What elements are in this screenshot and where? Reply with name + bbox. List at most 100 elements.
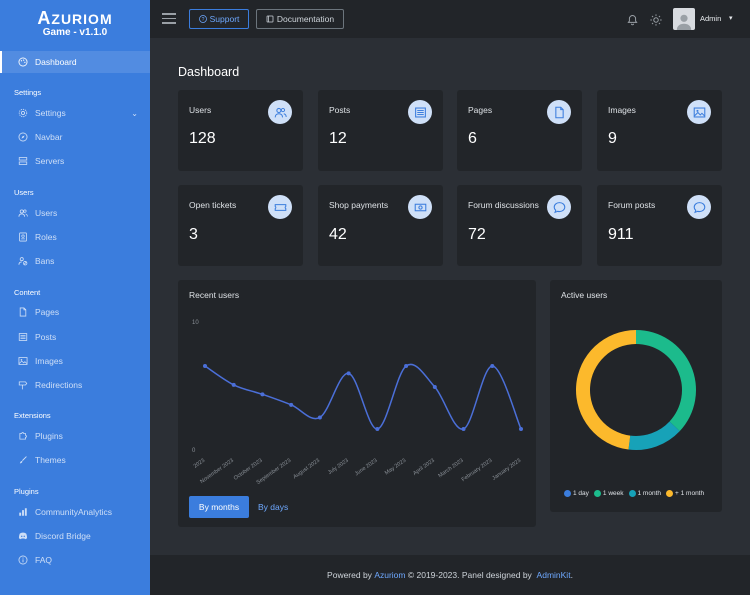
x-tick-label: May 2023 — [384, 458, 407, 477]
sidebar-item-label: Themes — [35, 455, 66, 465]
stat-label: Shop payments — [329, 200, 389, 210]
legend-swatch — [564, 490, 571, 497]
sidebar-item-label: Servers — [35, 156, 65, 166]
sidebar-item-label: Redirections — [35, 380, 83, 390]
sidebar-item-communityanalytics[interactable]: CommunityAnalytics — [0, 501, 150, 523]
line-point[interactable] — [260, 392, 265, 397]
svg-text:?: ? — [201, 17, 204, 23]
sidebar-item-faq[interactable]: FAQ — [0, 549, 150, 571]
signpost-icon — [18, 380, 28, 390]
info-circle-icon — [18, 555, 28, 565]
stat-card-pages: Pages 6 — [457, 90, 582, 171]
stat-label: Open tickets — [189, 200, 237, 210]
legend-item[interactable]: + 1 month — [666, 490, 704, 497]
compass-icon — [18, 132, 28, 142]
legend-item[interactable]: 1 week — [593, 490, 624, 497]
stat-value: 42 — [329, 226, 347, 243]
stat-value: 12 — [329, 130, 347, 147]
sidebar-item-label: Posts — [35, 332, 57, 342]
y-tick-label: 0 — [192, 448, 196, 454]
sidebar-item-posts[interactable]: Posts — [0, 326, 150, 348]
bell-icon[interactable] — [627, 13, 638, 26]
file-icon — [547, 100, 571, 124]
donut-slice-1-week[interactable] — [636, 330, 696, 432]
sidebar-item-label: Pages — [35, 307, 60, 317]
sidebar-item-navbar[interactable]: Navbar — [0, 126, 150, 148]
line-point[interactable] — [317, 415, 322, 420]
footer-prefix: Powered by — [327, 570, 372, 580]
x-tick-label: July 2023 — [327, 458, 350, 476]
sidebar-item-settings[interactable]: Settings ⌄ — [0, 102, 150, 124]
question-circle-icon: ? — [198, 15, 207, 23]
line-point[interactable] — [490, 364, 495, 368]
avatar[interactable] — [673, 8, 695, 30]
line-point[interactable] — [404, 364, 409, 368]
legend-item[interactable]: 1 day — [564, 490, 589, 497]
legend-item[interactable]: 1 month — [628, 490, 662, 497]
support-button[interactable]: ? Support — [189, 9, 249, 29]
sidebar-header-content: Content — [14, 288, 41, 297]
sidebar-item-pages[interactable]: Pages — [0, 301, 150, 323]
line-point[interactable] — [346, 371, 351, 376]
sidebar-item-roles[interactable]: Roles — [0, 226, 150, 248]
stat-value: 6 — [468, 130, 477, 147]
chevron-down-icon[interactable]: ▾ — [729, 15, 733, 22]
donut-slice--1-month[interactable] — [575, 330, 636, 450]
sidebar-item-discord-bridge[interactable]: Discord Bridge — [0, 525, 150, 547]
legend-label: 1 month — [637, 490, 662, 497]
recent-users-title: Recent users — [189, 290, 240, 300]
sidebar-item-label: Settings — [35, 108, 66, 118]
legend-label: + 1 month — [675, 490, 705, 497]
azuriom-link[interactable]: Azuriom — [374, 570, 406, 580]
line-point[interactable] — [203, 364, 207, 368]
user-ban-icon — [18, 256, 28, 266]
line-point[interactable] — [289, 402, 294, 407]
sidebar-item-themes[interactable]: Themes — [0, 449, 150, 471]
by-days-button[interactable]: By days — [258, 502, 289, 512]
sidebar-item-label: Users — [35, 208, 58, 218]
topbar: ? Support Documentation Admin ▾ — [150, 0, 750, 38]
legend-swatch — [628, 490, 636, 497]
sidebar-item-servers[interactable]: Servers — [0, 150, 150, 172]
adminkit-link[interactable]: AdminKit — [536, 570, 571, 580]
donut-slice-1-month[interactable] — [628, 421, 680, 450]
legend-label: 1 day — [573, 490, 589, 497]
stat-label: Forum posts — [608, 200, 656, 210]
x-tick-label: March 2023 — [437, 458, 464, 480]
sidebar-item-redirections[interactable]: Redirections — [0, 374, 150, 396]
stat-label: Posts — [329, 105, 351, 115]
sidebar-item-label: Navbar — [35, 132, 63, 142]
discord-icon — [18, 531, 28, 541]
documentation-button[interactable]: Documentation — [256, 9, 344, 29]
menu-toggle-icon[interactable] — [162, 13, 176, 24]
line-point[interactable] — [375, 427, 380, 431]
sidebar-item-dashboard[interactable]: Dashboard — [0, 51, 150, 73]
by-months-button[interactable]: By months — [189, 496, 249, 518]
stat-label: Pages — [468, 105, 493, 115]
legend-label: 1 week — [602, 490, 624, 497]
book-icon — [266, 15, 274, 23]
chat-icon — [687, 195, 711, 219]
line-point[interactable] — [231, 382, 236, 387]
sidebar-item-plugins[interactable]: Plugins — [0, 425, 150, 447]
theme-toggle-icon[interactable] — [650, 13, 662, 26]
file-icon — [18, 307, 28, 317]
user-name[interactable]: Admin — [700, 14, 722, 23]
line-point[interactable] — [461, 427, 466, 431]
sidebar: AZURIOM Game - v1.1.0 Dashboard Settings S… — [0, 0, 150, 595]
line-point[interactable] — [519, 427, 523, 431]
sidebar-item-images[interactable]: Images — [0, 350, 150, 372]
brand[interactable]: AZURIOM Game - v1.1.0 — [0, 0, 150, 44]
stat-label: Forum discussions — [468, 200, 539, 210]
x-tick-label: August 2023 — [292, 458, 321, 481]
line-point[interactable] — [432, 385, 437, 389]
gear-icon — [18, 108, 28, 118]
sidebar-item-label: FAQ — [35, 555, 53, 565]
stat-card-forum-discussions: Forum discussions 72 — [457, 185, 582, 266]
x-tick-label: April 2023 — [412, 458, 436, 477]
sidebar-item-bans[interactable]: Bans — [0, 250, 150, 272]
x-tick-label: February 2023 — [461, 458, 494, 483]
documentation-label: Documentation — [276, 14, 335, 24]
sidebar-item-users[interactable]: Users — [0, 202, 150, 224]
